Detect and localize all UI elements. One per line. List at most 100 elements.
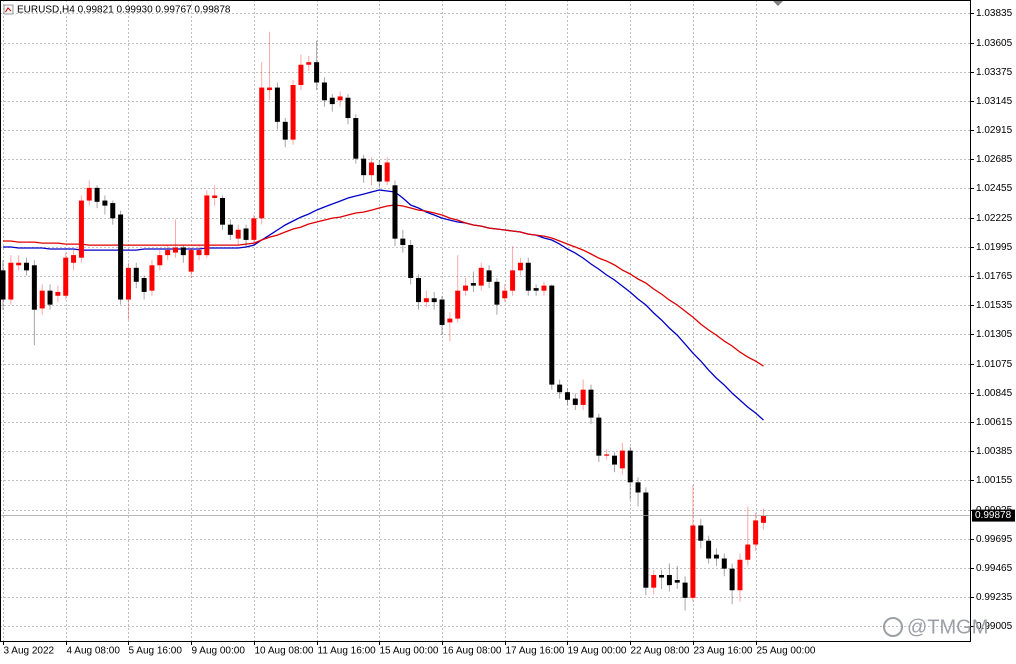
candle-body: [666, 574, 672, 586]
y-tick-label: 1.00615: [976, 417, 1013, 428]
candle-body: [8, 262, 14, 300]
last-price-label: 0.99878: [975, 510, 1012, 521]
candle-body: [314, 62, 320, 83]
candle-body: [102, 200, 108, 206]
y-tick-label: 1.03605: [976, 38, 1013, 49]
watermark-text: @TMGM: [907, 616, 988, 638]
y-tick-label: 1.01995: [976, 242, 1013, 253]
candle-body: [431, 298, 437, 303]
candle-body: [612, 455, 618, 465]
ma-line: [3, 189, 764, 421]
candle-body: [651, 574, 657, 588]
x-tick-label: 17 Aug 16:00: [506, 646, 565, 657]
candle-body: [180, 247, 186, 256]
candle-body: [118, 214, 124, 300]
candle-body: [267, 87, 273, 91]
x-tick-label: 22 Aug 08:00: [631, 646, 690, 657]
candle-body: [494, 281, 500, 305]
title-block: EURUSD,H4 0.99821 0.99930 0.99767 0.9987…: [3, 4, 231, 16]
candle-body: [63, 257, 69, 296]
candle-body: [110, 203, 116, 219]
symbol-icon: [3, 4, 14, 15]
candle-body: [274, 87, 280, 122]
y-tick-label: 0.99465: [976, 563, 1013, 574]
candle-body: [721, 558, 727, 569]
candle-body: [564, 392, 570, 400]
candle-body: [486, 270, 492, 282]
candle-body: [416, 277, 422, 303]
y-tick-label: 1.02915: [976, 125, 1013, 136]
candle-body: [290, 85, 296, 140]
x-tick-label: 16 Aug 08:00: [443, 646, 502, 657]
y-tick-label: 1.02225: [976, 213, 1013, 224]
candle-body: [478, 267, 484, 286]
candle-body: [78, 200, 84, 258]
candle-body: [502, 290, 508, 299]
y-tick-label: 0.99695: [976, 534, 1013, 545]
candle-body: [635, 482, 641, 493]
candle-body: [753, 520, 759, 545]
candle-body: [706, 540, 712, 559]
y-tick-label: 1.03835: [976, 8, 1013, 19]
candle-body: [690, 525, 696, 598]
candle-body: [47, 290, 53, 305]
candle-body: [580, 389, 586, 405]
candle-body: [674, 580, 680, 583]
candle-body: [400, 238, 406, 245]
candle-body: [227, 224, 233, 235]
candle-body: [55, 291, 61, 296]
candle-body: [588, 389, 594, 418]
candle-body: [306, 62, 312, 65]
candle-body: [392, 185, 398, 239]
candle-body: [39, 290, 45, 309]
x-tick-label: 11 Aug 16:00: [318, 646, 377, 657]
candle-body: [745, 544, 751, 560]
y-tick-label: 0.99005: [976, 621, 1013, 632]
candle-body: [384, 162, 390, 182]
candle-body: [557, 384, 563, 393]
candle-body: [659, 574, 665, 578]
y-tick-label: 0.99235: [976, 592, 1013, 603]
y-tick-label: 1.02455: [976, 183, 1013, 194]
candle-body: [596, 417, 602, 456]
y-tick-label: 1.01075: [976, 359, 1013, 370]
candle-body: [533, 288, 539, 291]
y-tick-label: 1.01535: [976, 300, 1013, 311]
candle-body: [149, 265, 155, 291]
candle-body: [643, 492, 649, 588]
plot-border: [0, 0, 971, 642]
candle-body: [345, 97, 351, 119]
candle-body: [0, 270, 6, 300]
candle-body: [760, 515, 766, 523]
candle-body: [510, 270, 516, 291]
candle-body: [196, 250, 202, 256]
y-tick-label: 1.00155: [976, 475, 1013, 486]
candle-body: [243, 228, 249, 240]
x-tick-label: 15 Aug 00:00: [380, 646, 439, 657]
y-tick-label: 1.01765: [976, 271, 1013, 282]
candle-body: [235, 229, 241, 239]
watermark-icon: [883, 617, 903, 637]
candle-body: [376, 165, 382, 182]
y-tick-label: 1.03375: [976, 67, 1013, 78]
candle-body: [619, 450, 625, 469]
candle-body: [157, 255, 163, 266]
ma-line: [3, 204, 764, 367]
candle-body: [549, 285, 555, 385]
x-tick-label: 9 Aug 00:00: [192, 646, 246, 657]
candle-body: [737, 559, 743, 591]
x-tick-label: 23 Aug 16:00: [694, 646, 753, 657]
candle-body: [713, 554, 719, 559]
candle-body: [251, 218, 257, 240]
candle-body: [172, 247, 178, 253]
shift-marker: [773, 1, 783, 6]
y-tick-label: 1.01305: [976, 329, 1013, 340]
candle-body: [682, 582, 688, 598]
candle-body: [220, 198, 226, 225]
candle-body: [31, 265, 37, 310]
candle-body: [447, 318, 453, 323]
candle-body: [353, 118, 359, 159]
candle-body: [321, 82, 327, 101]
candle-body: [24, 262, 30, 271]
y-tick-label: 1.00385: [976, 446, 1013, 457]
